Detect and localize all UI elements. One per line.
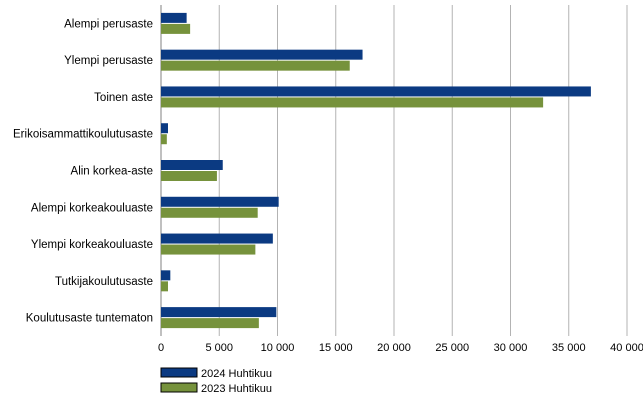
x-tick-label: 25 000 <box>435 342 469 354</box>
bar-2024 <box>161 196 279 207</box>
bar-2023 <box>161 97 544 108</box>
legend-swatch <box>160 367 198 378</box>
legend-label: 2023 Huhtikuu <box>201 383 272 395</box>
category-label: Alempi perusaste <box>64 18 153 30</box>
bar-2023 <box>161 23 191 34</box>
x-tick-labels: 0 5 000 10 000 15 000 20 000 25 000 30 000 35 0… <box>158 342 643 354</box>
category-label: Toinen aste <box>94 92 153 104</box>
category-label: Erikoisammattikoulutusaste <box>13 129 153 141</box>
bar-2024 <box>161 270 171 281</box>
x-tick-label: 0 <box>158 342 164 354</box>
bar-2023 <box>161 318 259 329</box>
legend-swatch <box>160 382 198 393</box>
x-tick-label: 20 000 <box>377 342 411 354</box>
bar-2024 <box>161 123 168 134</box>
bar-2023 <box>161 134 167 145</box>
x-tick-label: 5 000 <box>205 342 233 354</box>
bar-2023 <box>161 171 217 181</box>
category-label: Alin korkea-aste <box>71 166 153 178</box>
bar-2023 <box>161 281 168 292</box>
category-label: Ylempi korkeakouluaste <box>31 239 153 251</box>
x-tick-label: 40 000 <box>610 342 643 354</box>
bar-2024 <box>161 233 273 244</box>
x-tick-label: 15 000 <box>319 342 353 354</box>
category-labels: Alempi perusaste Ylempi perusaste Toinen a… <box>13 18 153 324</box>
bar-2024 <box>161 307 277 318</box>
bar-2024 <box>161 86 591 97</box>
bars <box>161 12 591 329</box>
category-label: Tutkijakoulutusaste <box>55 276 153 288</box>
bar-2024 <box>161 160 223 170</box>
category-label: Ylempi perusaste <box>64 55 153 67</box>
category-label: Koulutusaste tuntematon <box>26 313 153 325</box>
legend: 2024 Huhtikuu 2023 Huhtikuu <box>160 367 272 395</box>
bar-2023 <box>161 244 256 255</box>
bar-2024 <box>161 49 363 60</box>
x-tick-label: 10 000 <box>261 342 295 354</box>
bar-2023 <box>161 207 258 218</box>
x-tick-label: 35 000 <box>552 342 586 354</box>
legend-label: 2024 Huhtikuu <box>201 368 272 380</box>
gridlines <box>160 5 628 336</box>
bar-2024 <box>161 12 187 23</box>
category-label: Alempi korkeakouluaste <box>31 202 153 214</box>
bar-2023 <box>161 60 350 71</box>
x-tick-label: 30 000 <box>494 342 528 354</box>
